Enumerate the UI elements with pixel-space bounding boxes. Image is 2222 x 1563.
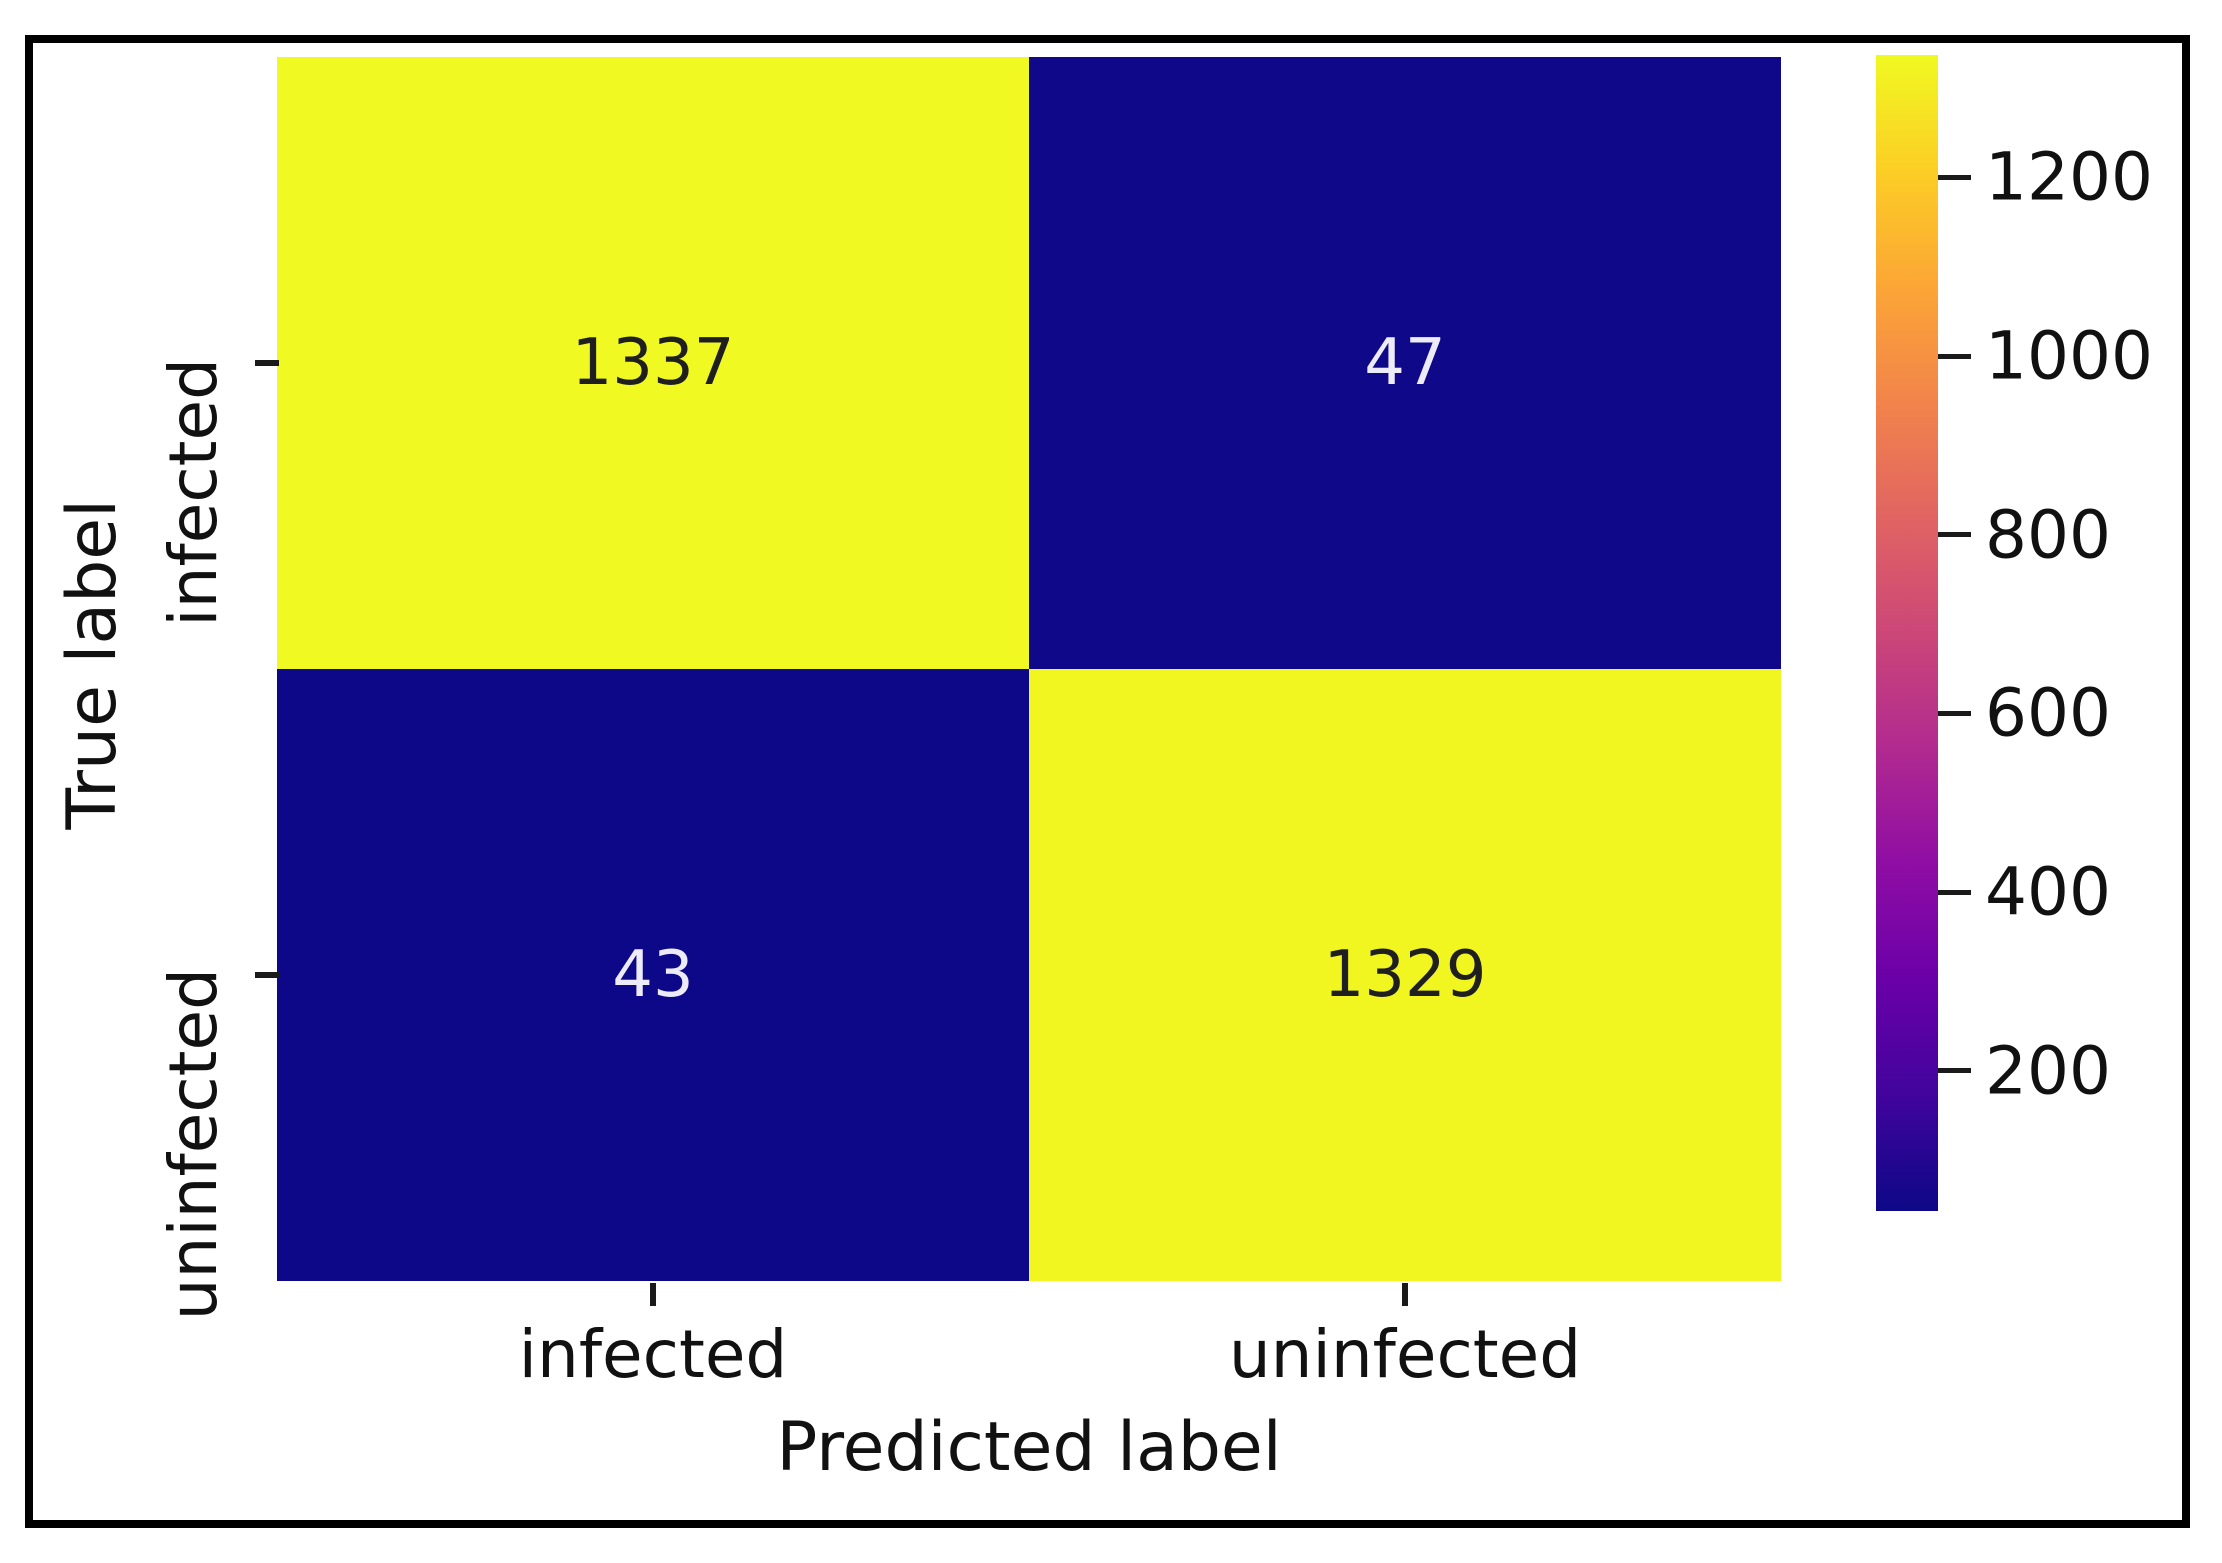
colorbar-tick-mark-1200 xyxy=(1938,174,1971,180)
cell-value: 1329 xyxy=(1323,938,1487,1012)
x-tick-mark-infected xyxy=(650,1283,656,1306)
colorbar-tick-label-600: 600 xyxy=(1985,674,2111,752)
colorbar-tick-mark-1000 xyxy=(1938,353,1971,359)
colorbar-tick-mark-600 xyxy=(1938,710,1971,716)
x-tick-label-infected: infected xyxy=(518,1316,788,1393)
matrix-cell-true-infected-pred-uninfected: 47 xyxy=(1029,57,1781,669)
x-tick-label-uninfected: uninfected xyxy=(1228,1316,1582,1393)
matrix-cell-true-uninfected-pred-infected: 43 xyxy=(277,669,1029,1281)
colorbar-tick-label-1200: 1200 xyxy=(1985,138,2153,216)
cell-value: 47 xyxy=(1364,326,1446,400)
heatmap: 1337 47 43 1329 xyxy=(277,57,1781,1281)
colorbar-tick-label-200: 200 xyxy=(1985,1032,2111,1110)
y-tick-mark-infected xyxy=(255,360,279,366)
cell-value: 43 xyxy=(612,938,694,1012)
colorbar-tick-label-800: 800 xyxy=(1985,496,2111,574)
y-tick-mark-uninfected xyxy=(255,972,279,978)
colorbar-tick-label-400: 400 xyxy=(1985,853,2111,931)
y-axis-title: True label xyxy=(53,499,132,830)
cell-value: 1337 xyxy=(571,326,735,400)
x-axis-title: Predicted label xyxy=(776,1408,1282,1487)
matrix-cell-true-infected-pred-infected: 1337 xyxy=(277,57,1029,669)
colorbar-tick-label-1000: 1000 xyxy=(1985,317,2153,395)
colorbar-tick-mark-800 xyxy=(1938,532,1971,538)
matrix-cell-true-uninfected-pred-uninfected: 1329 xyxy=(1029,669,1781,1281)
colorbar xyxy=(1876,55,1938,1211)
colorbar-tick-mark-200 xyxy=(1938,1068,1971,1074)
y-tick-label-uninfected: uninfected xyxy=(155,968,232,1321)
x-tick-mark-uninfected xyxy=(1402,1283,1408,1306)
colorbar-tick-mark-400 xyxy=(1938,889,1971,895)
y-tick-label-infected: infected xyxy=(155,358,232,627)
